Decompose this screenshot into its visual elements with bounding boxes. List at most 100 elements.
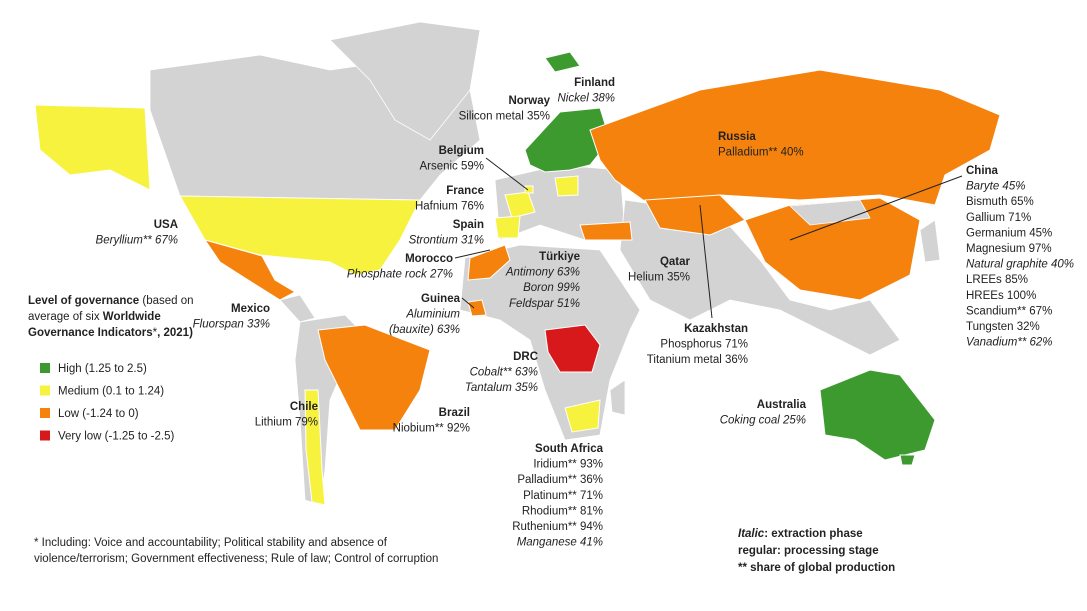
mineral-share: Boron 99%	[523, 282, 580, 294]
mineral-share: Aluminium	[405, 309, 460, 321]
callout: France Hafnium 76%	[415, 185, 484, 213]
country-name: Chile	[290, 401, 318, 413]
country-name: Brazil	[439, 407, 470, 419]
legend-swatch	[40, 430, 50, 441]
mineral-share: Titanium metal 36%	[647, 354, 748, 366]
japan	[919, 219, 941, 263]
text-line: Italic: extraction phase	[738, 528, 863, 540]
mineral-share: Phosphorus 71%	[660, 339, 748, 351]
callout: Chile Lithium 79%	[255, 401, 318, 429]
nordics	[524, 107, 611, 173]
greenland	[329, 21, 481, 141]
asia	[619, 199, 901, 356]
text-part: regular: processing stage	[738, 545, 879, 557]
text-line: regular: processing stage	[738, 545, 879, 557]
callout: China Baryte 45% Bismuth 65% Gallium 71% Ger…	[966, 165, 1074, 349]
text-line: average of six Worldwide	[28, 311, 161, 323]
text-part: average of six	[28, 311, 103, 323]
text-part: : extraction phase	[764, 528, 862, 540]
mineral-share: Palladium** 40%	[718, 147, 804, 159]
callout: Qatar Helium 35%	[628, 256, 691, 284]
footnote: * Including: Voice and accountability; P…	[34, 537, 388, 549]
text-part: Italic	[738, 528, 765, 540]
text-part: Worldwide	[103, 311, 161, 323]
country-name: Mexico	[231, 303, 270, 315]
callout: DRC Cobalt** 63% Tantalum 35%	[465, 351, 538, 394]
leader-lines	[454, 157, 963, 319]
country-name: Guinea	[421, 293, 461, 305]
legend-swatch	[40, 363, 50, 373]
mineral-share: Bismuth 65%	[966, 196, 1034, 208]
mineral-share: Baryte 45%	[966, 181, 1025, 193]
text-part: Level of governance	[28, 295, 139, 307]
mineral-share: Coking coal 25%	[720, 415, 806, 427]
legend-label: Low (-1.24 to 0)	[58, 408, 139, 420]
country-name: Russia	[718, 131, 756, 143]
callout: Australia Coking coal 25%	[720, 399, 807, 427]
mineral-share: Manganese 41%	[517, 537, 603, 549]
mineral-share: Nickel 38%	[557, 93, 615, 105]
mineral-share: Feldspar 51%	[509, 298, 580, 310]
mineral-share: Vanadium** 62%	[966, 337, 1053, 349]
mineral-share: Tungsten 32%	[966, 321, 1040, 333]
madagascar	[609, 379, 626, 416]
brazil	[317, 324, 431, 431]
mineral-share: Scandium** 67%	[966, 305, 1052, 317]
country-name: Morocco	[405, 253, 453, 265]
leader-line	[485, 157, 529, 191]
callout: Brazil Niobium** 92%	[393, 407, 470, 435]
tasmania	[899, 454, 916, 466]
mineral-share: Antimony 63%	[505, 267, 580, 279]
mineral-share: Iridium** 93%	[533, 459, 603, 471]
country-name: South Africa	[535, 443, 604, 455]
mexico	[203, 239, 297, 301]
leader-line	[789, 175, 963, 241]
morocco	[467, 244, 511, 281]
legend-label: Very low (-1.25 to -2.5)	[58, 431, 174, 443]
mineral-share: Niobium** 92%	[393, 423, 470, 435]
kazakhstan	[644, 194, 746, 236]
text-part: (based on	[139, 295, 193, 307]
guinea	[467, 299, 487, 317]
country-name: Norway	[508, 95, 550, 107]
mineral-share: Gallium 71%	[966, 212, 1031, 224]
mineral-share: LREEs 85%	[966, 274, 1028, 286]
mineral-share: Fluorspan 33%	[193, 319, 270, 331]
country-name: France	[446, 185, 484, 197]
mineral-share: Beryllium** 67%	[96, 235, 178, 247]
callout: South Africa Iridium** 93% Palladium** 36%…	[512, 443, 603, 549]
south-africa	[564, 399, 601, 433]
mineral-share: Magnesium 97%	[966, 243, 1052, 255]
mineral-share: Strontium 31%	[409, 235, 484, 247]
mineral-share: (bauxite) 63%	[389, 324, 460, 336]
callout: Belgium Arsenic 59%	[419, 145, 484, 173]
mineral-share: Platinum** 71%	[523, 490, 603, 502]
text-part: *	[153, 327, 158, 339]
mineral-share: Natural graphite 40%	[966, 259, 1074, 271]
mineral-share: Hafnium 76%	[415, 201, 484, 213]
country-name: USA	[154, 219, 178, 231]
callout: Kazakhstan Phosphorus 71% Titanium metal 3…	[647, 323, 748, 366]
australia	[819, 369, 936, 461]
callout: Guinea Aluminium (bauxite) 63%	[389, 293, 461, 336]
mongolia	[789, 199, 871, 226]
legend-label: Medium (0.1 to 1.24)	[58, 386, 164, 398]
country-name: Türkiye	[539, 251, 580, 263]
china	[744, 197, 921, 301]
mineral-share: Rhodium** 81%	[522, 505, 603, 517]
legend-label: High (1.25 to 2.5)	[58, 363, 147, 375]
leader-line	[461, 297, 475, 309]
callout: Türkiye Antimony 63% Boron 99% Feldspar 51%	[505, 251, 580, 310]
callout: Mexico Fluorspan 33%	[193, 303, 270, 331]
legend-swatch	[40, 385, 50, 396]
text-part: ** share of global production	[738, 562, 895, 574]
callout: Norway Silicon metal 35%	[459, 95, 551, 123]
mineral-share: Germanium 45%	[966, 227, 1052, 239]
callout: Spain Strontium 31%	[409, 219, 484, 247]
mineral-share: Ruthenium** 94%	[512, 521, 603, 533]
russia	[589, 69, 1001, 206]
central-america	[279, 294, 316, 323]
leader-line	[454, 249, 491, 259]
chile	[304, 389, 326, 506]
